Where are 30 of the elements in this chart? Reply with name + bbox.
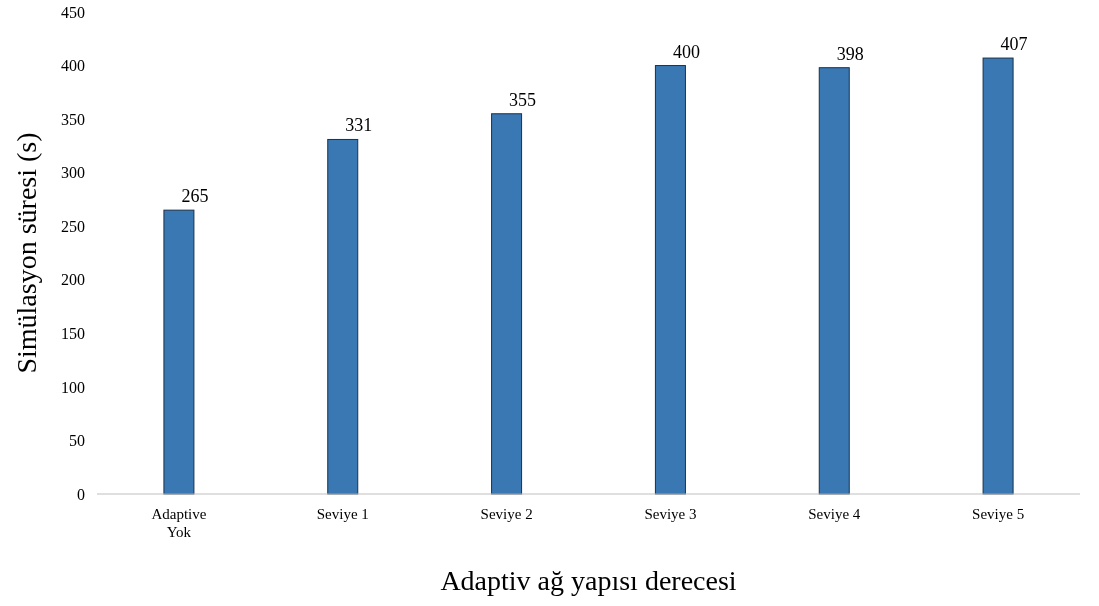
x-tick-label: Seviye 1 <box>316 505 369 522</box>
x-tick-label: Seviye 2 <box>480 505 533 522</box>
y-tick-label: 300 <box>61 164 85 182</box>
data-label: 265 <box>181 186 209 207</box>
y-tick-label: 100 <box>61 378 85 396</box>
x-tick-label: Seviye 4 <box>808 505 861 522</box>
x-axis-title: Adaptiv ağ yapısı derecesi <box>440 565 737 596</box>
bar <box>327 138 359 495</box>
data-label: 398 <box>836 43 864 64</box>
data-label: 400 <box>672 41 700 62</box>
y-tick-label: 250 <box>61 217 85 235</box>
data-label: 331 <box>345 115 373 136</box>
x-tick-label: Seviye 3 <box>644 505 697 522</box>
bar <box>163 209 195 495</box>
y-tick-label: 200 <box>61 271 85 289</box>
bar <box>818 67 850 495</box>
bar <box>491 113 523 495</box>
x-tick-label: Adaptive Yok <box>151 505 207 540</box>
y-tick-label: 150 <box>61 324 85 342</box>
x-tick-label: Seviye 5 <box>972 505 1025 522</box>
y-axis-title: Simülasyon süresi (s) <box>11 132 42 374</box>
data-label: 407 <box>1000 34 1028 55</box>
y-tick-label: 350 <box>61 110 85 128</box>
bar <box>654 65 686 495</box>
y-tick-label: 450 <box>61 3 85 21</box>
y-tick-label: 0 <box>77 485 85 503</box>
y-tick-label: 50 <box>69 432 85 450</box>
y-tick-label: 400 <box>61 57 85 75</box>
data-label: 355 <box>509 89 537 110</box>
bar <box>982 57 1014 495</box>
